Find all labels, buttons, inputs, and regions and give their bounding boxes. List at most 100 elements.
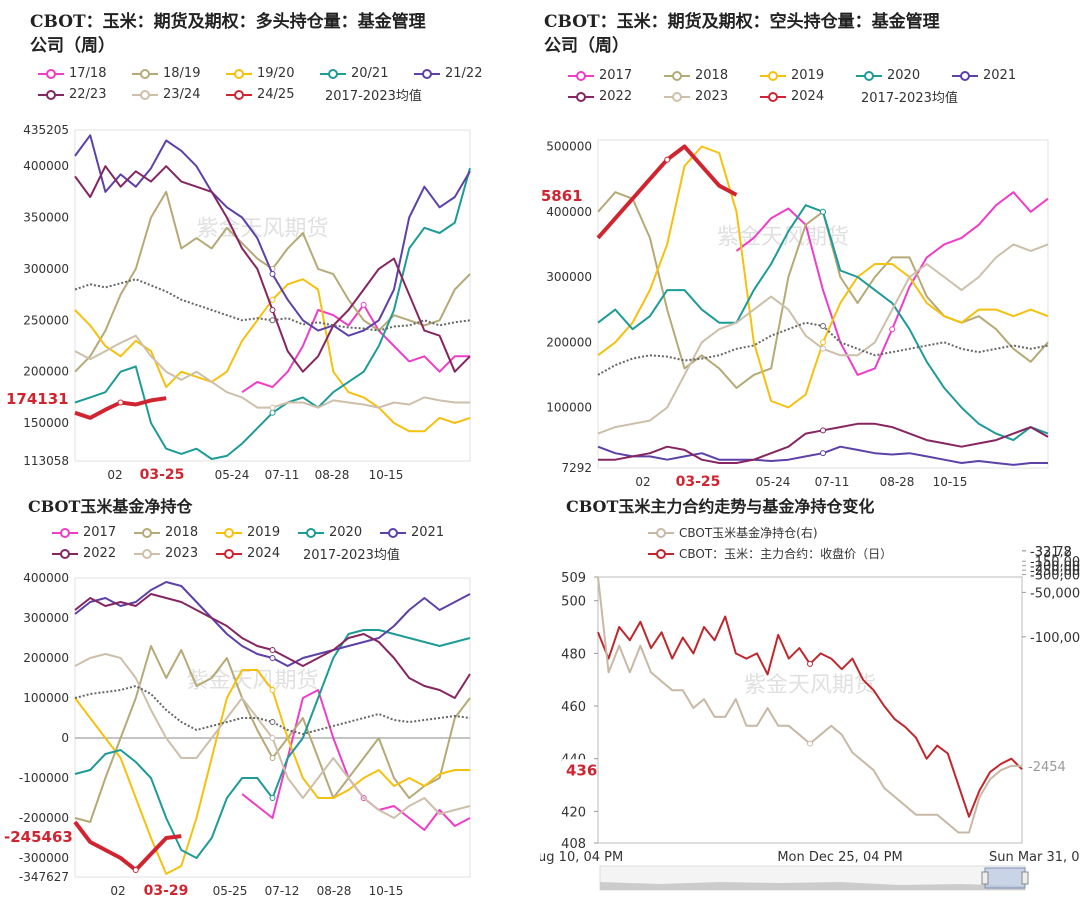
legend-item[interactable]: 2021 — [952, 68, 1048, 83]
legend-item[interactable]: 20/21 — [320, 66, 414, 81]
series-line — [735, 191, 1049, 376]
legend-label: CBOT：玉米：主力合约：收盘价（日） — [679, 547, 893, 561]
series-line — [74, 334, 470, 409]
legend-label: 2021 — [411, 525, 445, 540]
series-point — [269, 317, 276, 324]
x-tick-label: u Aug 10, 04 PM — [540, 850, 623, 865]
legend-item[interactable]: 2021 — [380, 525, 462, 540]
legend-item[interactable]: CBOT：玉米：主力合约：收盘价（日） — [648, 545, 978, 562]
legend-label: 2019 — [247, 525, 281, 540]
legend-item[interactable]: 2019 — [760, 68, 856, 83]
legend-item[interactable]: 22/23 — [38, 85, 132, 104]
y-tick-label: 200000 — [23, 651, 69, 665]
series-point — [269, 754, 276, 761]
x-tick-label: 05-24 — [215, 468, 250, 482]
legend-marker-icon — [52, 548, 78, 559]
navigator-range — [984, 867, 1026, 889]
legend-item[interactable]: 18/19 — [132, 66, 226, 81]
y-tick-label: -200000 — [19, 811, 69, 825]
legend-item[interactable]: 2020 — [856, 68, 952, 83]
chart-legend: 2017 2018 2019 2020 2021 2022 2023 2024 2017-202… — [568, 68, 1068, 106]
legend-item[interactable]: 23/24 — [132, 85, 226, 104]
legend-label: 2023 — [165, 546, 199, 561]
legend-label: 17/18 — [69, 66, 107, 81]
legend-item[interactable]: 2020 — [298, 525, 380, 540]
series-point — [820, 322, 826, 329]
y-tick-label: 435205 — [23, 123, 69, 137]
watermark: 紫金天风期货 — [186, 669, 318, 694]
last-value-label: 174131 — [6, 390, 69, 408]
legend-label: 22/23 — [69, 87, 107, 102]
series-line — [597, 243, 1049, 435]
legend-item[interactable]: 2024 — [216, 544, 298, 563]
legend-item[interactable]: 2022 — [568, 87, 664, 106]
long-positions-panel: CBOT：玉米：期货及期权：多头持仓量：基金管理 公司（周） 17/18 18/1… — [0, 0, 540, 490]
legend-label: 18/19 — [163, 66, 201, 81]
series-line — [74, 581, 471, 667]
y-tick-label: 500000 — [546, 140, 592, 154]
legend-item[interactable]: 2017-2023均值 — [298, 544, 400, 563]
legend-item[interactable]: 2017-2023均值 — [856, 87, 958, 106]
net-positions-panel: CBOT玉米基金净持仓 2017 2018 2019 2020 2021 2022 2023… — [0, 490, 540, 903]
legend-item[interactable]: 2017 — [568, 68, 664, 83]
legend-label: 2024 — [791, 89, 825, 104]
legend-marker-icon — [226, 89, 252, 100]
chart-title-line: CBOT：玉米：期货及期权：空头持仓量：基金管理 — [544, 12, 940, 32]
legend-item[interactable]: 2018 — [134, 525, 216, 540]
x-tick-label: 07-11 — [815, 475, 850, 489]
x-tick-label: 07-12 — [265, 884, 300, 898]
legend-item[interactable]: 2017-2023均值 — [320, 85, 422, 104]
series-point — [269, 307, 276, 314]
navigator-handle-right — [1021, 871, 1029, 885]
legend-label: 2017-2023均值 — [861, 91, 958, 106]
left-y-tick-label: 420 — [561, 805, 586, 820]
x-tick-label: 08-28 — [315, 468, 350, 482]
series-point — [889, 326, 896, 333]
y-tick-label: 7292 — [561, 461, 592, 475]
y-tick-label: -300000 — [19, 851, 69, 865]
chart-title-line: CBOT玉米主力合约走势与基金净持仓变化 — [566, 497, 875, 516]
left-y-tick-label: 500 — [561, 595, 586, 610]
chart-title: CBOT：玉米：期货及期权：多头持仓量：基金管理 公司（周） — [30, 10, 426, 58]
legend-marker-icon — [648, 527, 674, 538]
plot-area — [597, 576, 1023, 844]
net-positions-chart: 400000 300000 200000 100000 0 -100000 -200000 -… — [0, 571, 471, 899]
legend-label: 23/24 — [163, 87, 201, 102]
chart-title-line: 公司（周） — [30, 36, 115, 56]
x-tick-label: 08-28 — [317, 884, 352, 898]
series-point — [269, 404, 276, 411]
legend-label: 2023 — [695, 89, 729, 104]
legend-item[interactable]: 24/25 — [226, 85, 320, 104]
legend-marker-icon — [414, 68, 440, 79]
x-tick-label: 10-15 — [933, 475, 968, 489]
legend-marker-icon — [52, 527, 78, 538]
legend-item[interactable]: 21/22 — [414, 66, 508, 81]
legend-marker-icon — [760, 91, 786, 102]
x-tick-label: 05-24 — [756, 475, 791, 489]
legend-item[interactable]: 2024 — [760, 87, 856, 106]
legend-item[interactable]: 2019 — [216, 525, 298, 540]
legend-label: 2017 — [599, 68, 633, 83]
legend-item[interactable]: 2023 — [134, 544, 216, 563]
y-tick-label: 400000 — [546, 205, 592, 219]
chart-title-line: CBOT玉米基金净持仓 — [28, 497, 193, 516]
price-vs-net-panel: CBOT玉米主力合约走势与基金净持仓变化 CBOT玉米基金净持仓(右) CBOT：… — [540, 490, 1080, 903]
chart-legend: CBOT玉米基金净持仓(右) CBOT：玉米：主力合约：收盘价（日） — [648, 524, 978, 562]
legend-item[interactable]: 2017 — [52, 525, 134, 540]
series-point — [269, 296, 276, 303]
legend-marker-icon — [134, 548, 160, 559]
legend-marker-icon — [856, 70, 882, 81]
legend-item[interactable]: 19/20 — [226, 66, 320, 81]
legend-item[interactable]: 2022 — [52, 544, 134, 563]
legend-label: 2022 — [83, 546, 117, 561]
legend-item[interactable]: 2018 — [664, 68, 760, 83]
legend-item[interactable]: 17/18 — [38, 66, 132, 81]
last-value-label: 425861 — [540, 187, 583, 205]
legend-item[interactable]: 2023 — [664, 87, 760, 106]
chart-title: CBOT：玉米：期货及期权：空头持仓量：基金管理 公司（周） — [544, 10, 940, 58]
y-tick-label: 150000 — [23, 416, 69, 430]
last-value-badge — [562, 759, 594, 780]
legend-item[interactable]: CBOT玉米基金净持仓(右) — [648, 524, 978, 541]
navigator-preview — [600, 882, 1025, 890]
last-value-badge — [2, 388, 74, 409]
